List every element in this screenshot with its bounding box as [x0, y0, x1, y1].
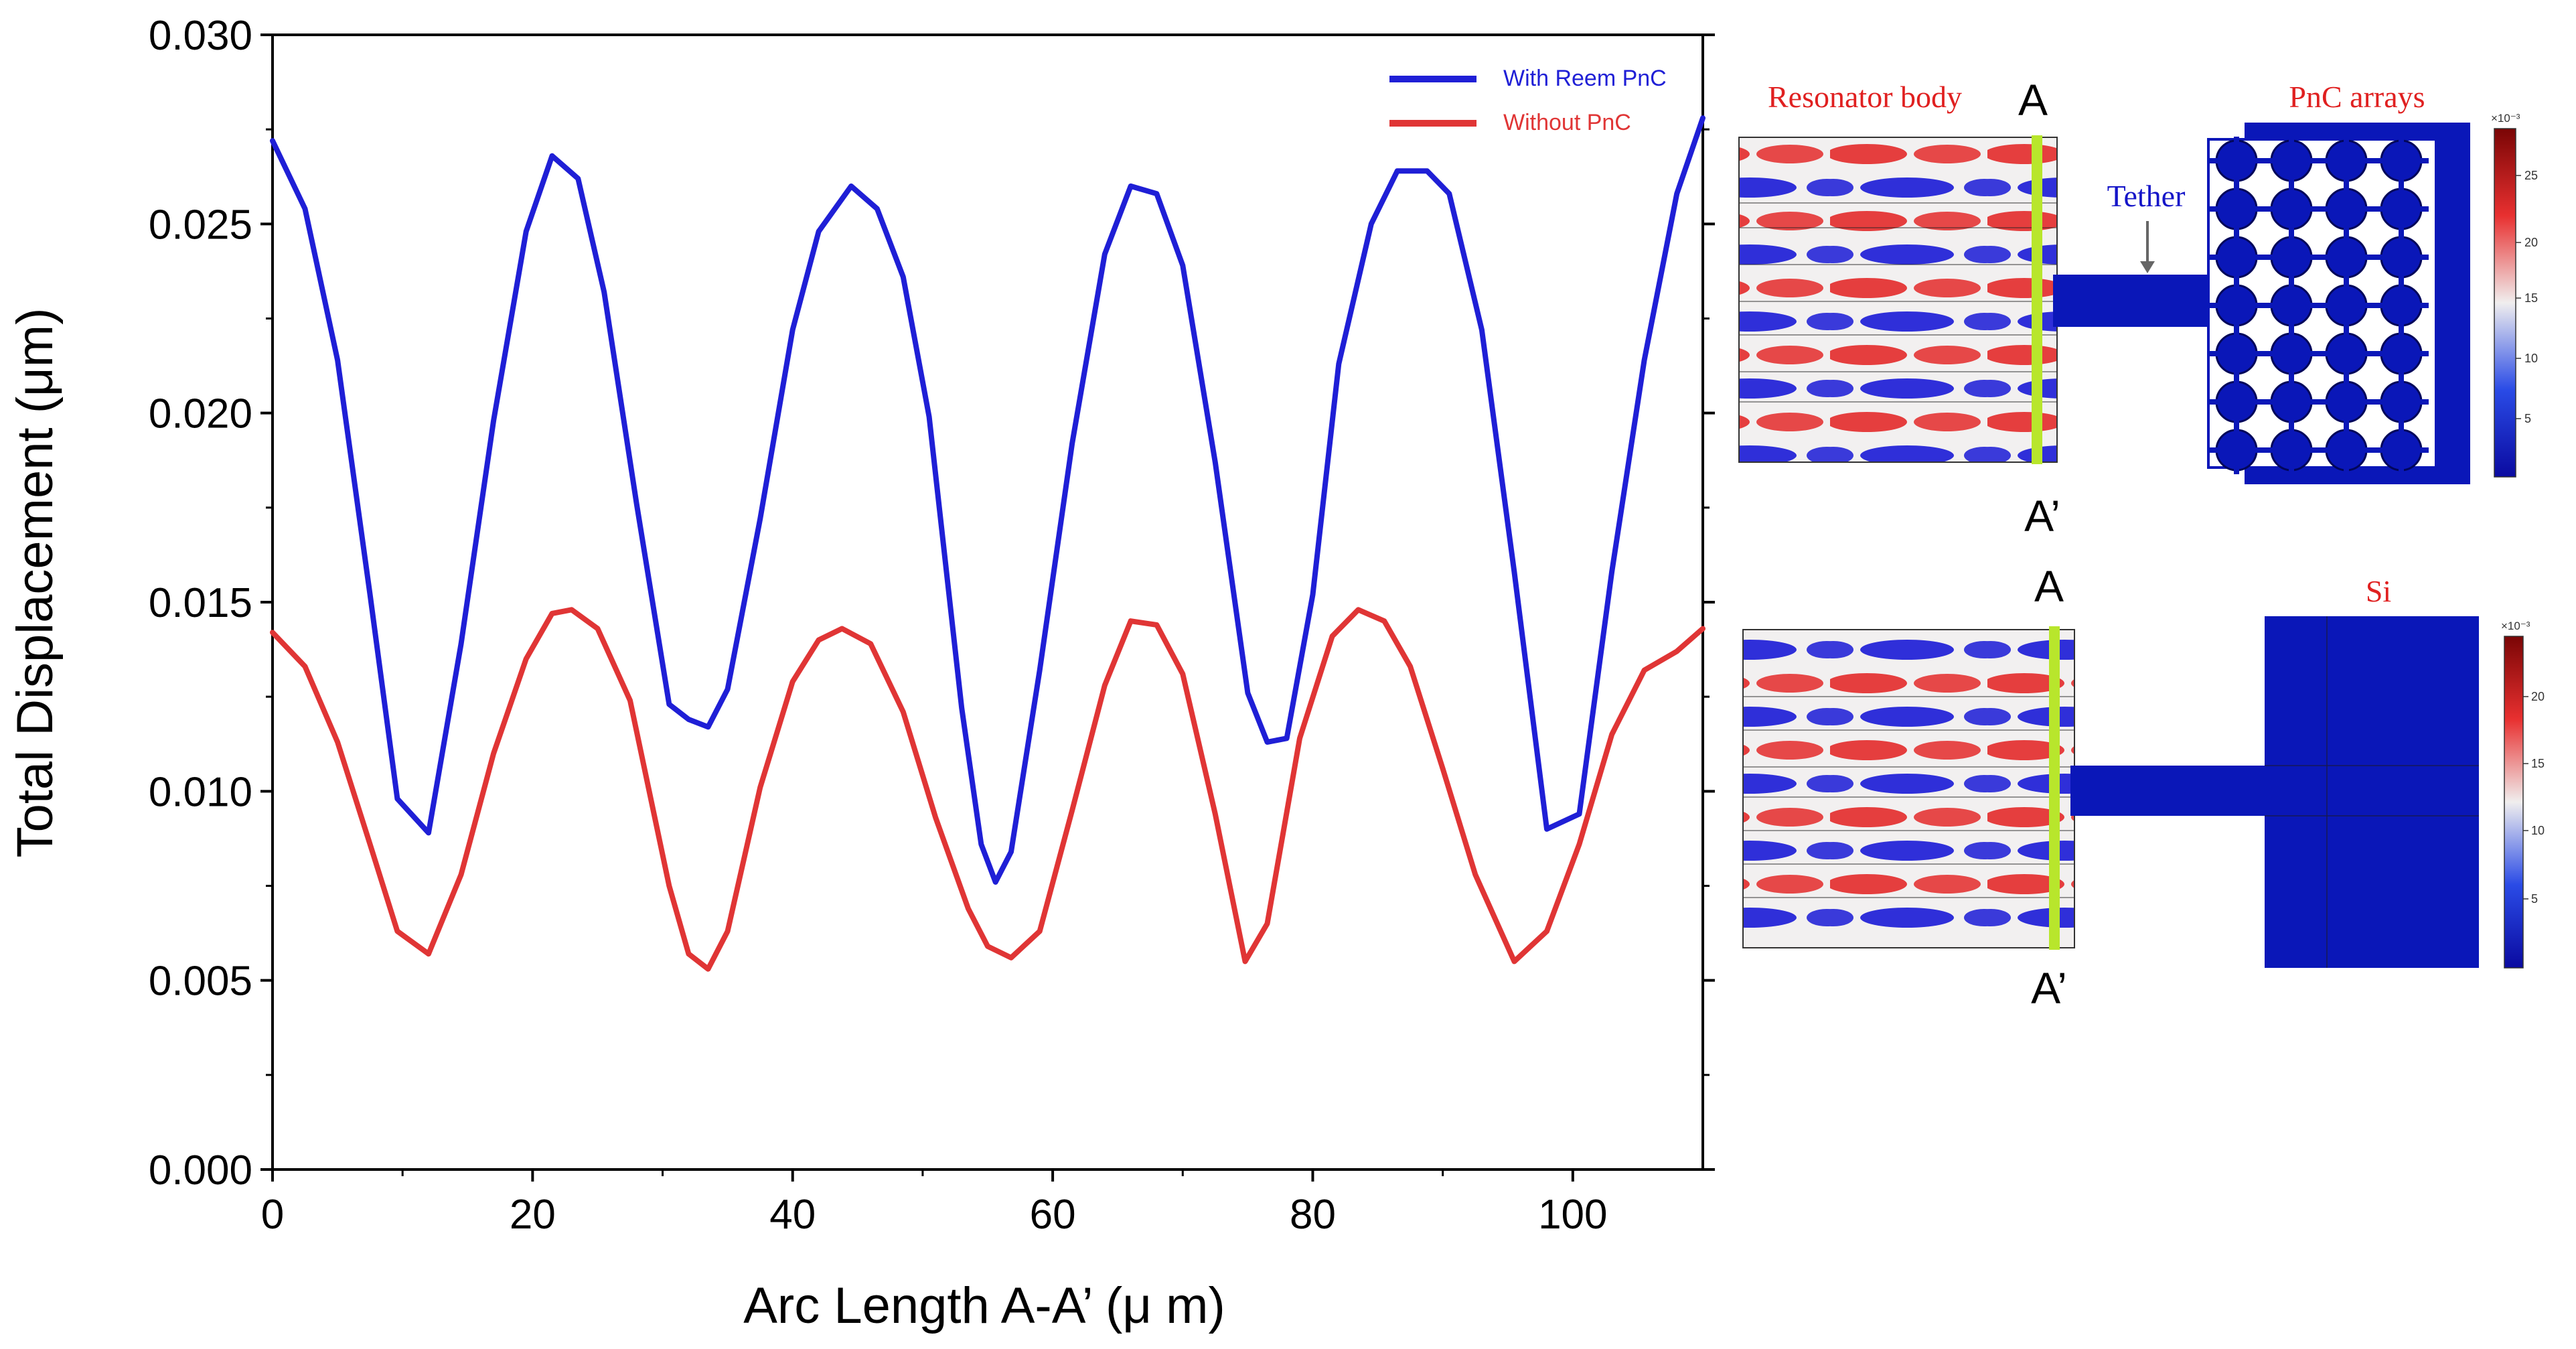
x-tick-label: 0 — [261, 1192, 284, 1238]
tick-labels: 0.000 0.005 0.010 0.015 0.020 0.025 0.030 0 20 40… — [149, 13, 1608, 1238]
pnc-array-block — [2207, 123, 2470, 484]
cut-label-a-prime-top: A’ — [2024, 491, 2060, 541]
cut-label-a-prime-bottom: A’ — [2031, 963, 2067, 1013]
pnc-link-v — [2289, 378, 2294, 426]
colorbar-bottom-tick-label: 5 — [2531, 892, 2538, 906]
pnc-arrays-label: PnC arrays — [2289, 80, 2425, 114]
colorbar-top-tick-label: 20 — [2524, 236, 2538, 249]
x-tick-label: 100 — [1538, 1192, 1607, 1238]
y-tick-label: 0.020 — [149, 391, 252, 437]
x-tick-label: 40 — [769, 1192, 816, 1238]
pnc-unit-cells — [2209, 137, 2429, 474]
pnc-link-v — [2399, 281, 2404, 330]
x-axis-label: Arc Length A-A’ (μ m) — [743, 1277, 1225, 1334]
legend-label-without-pnc: Without PnC — [1503, 110, 1631, 135]
pnc-link-v — [2234, 281, 2239, 330]
pnc-link-v — [2344, 233, 2349, 281]
pnc-link-v — [2234, 137, 2239, 185]
pnc-link-v — [2344, 137, 2349, 185]
y-tick-label: 0.015 — [149, 580, 252, 626]
x-tick-label: 20 — [510, 1192, 556, 1238]
pnc-link-v — [2289, 185, 2294, 233]
pnc-link-v — [2289, 281, 2294, 330]
pnc-link-v — [2399, 137, 2404, 185]
si-substrate — [2265, 616, 2479, 968]
pnc-link-v — [2399, 426, 2404, 474]
cut-label-a-bottom: A — [2034, 561, 2064, 611]
pnc-link-v — [2344, 330, 2349, 378]
colorbar-top-exponent: ×10⁻³ — [2491, 112, 2520, 125]
pnc-link-v — [2344, 185, 2349, 233]
inset-with-pnc: Resonator body A Tether PnC arrays — [1738, 75, 2538, 541]
y-tick-label: 0.005 — [149, 958, 252, 1005]
colorbar-top-ticks: 25 20 15 10 5 — [2516, 169, 2538, 425]
tether-bottom — [2070, 766, 2268, 816]
legend-label-with-pnc: With Reem PnC — [1503, 66, 1667, 91]
pnc-link-v — [2399, 185, 2404, 233]
y-axis-label: Total Displacement (μm) — [7, 308, 64, 858]
x-tick-label: 60 — [1030, 1192, 1076, 1238]
pnc-link-v — [2234, 233, 2239, 281]
pnc-link-v — [2234, 426, 2239, 474]
pnc-link-v — [2234, 330, 2239, 378]
pnc-link-v — [2289, 137, 2294, 185]
series-line-with-pnc — [270, 115, 1706, 885]
axis-ticks — [260, 33, 1715, 1182]
pnc-link-v — [2399, 233, 2404, 281]
pnc-link-v — [2289, 330, 2294, 378]
colorbar-top-tick-label: 10 — [2524, 352, 2538, 365]
plot-frame — [271, 33, 1704, 1171]
colorbar-top-tick-label: 25 — [2524, 169, 2538, 182]
resonator-body-top — [1739, 137, 2057, 462]
pnc-link-v — [2399, 378, 2404, 426]
colorbar-bottom-exponent: ×10⁻³ — [2501, 620, 2530, 632]
colorbar-bottom-tick-label: 10 — [2531, 824, 2545, 837]
pnc-link-v — [2399, 330, 2404, 378]
pnc-link-v — [2234, 185, 2239, 233]
y-tick-label: 0.010 — [149, 769, 252, 815]
series-line-without-pnc — [270, 607, 1706, 972]
resonator-body-bottom — [1743, 630, 2074, 948]
colorbar-top-tick-label: 5 — [2524, 412, 2531, 425]
x-tick-label: 80 — [1290, 1192, 1336, 1238]
colorbar-bottom: ×10⁻³ 20 15 10 5 — [2501, 620, 2545, 969]
series-layer — [270, 115, 1706, 972]
displacement-chart: 0.000 0.005 0.010 0.015 0.020 0.025 0.030 0 20 40… — [7, 13, 1715, 1334]
pnc-link-v — [2344, 426, 2349, 474]
legend: With Reem PnC Without PnC — [1389, 66, 1667, 135]
tether-label-top: Tether — [2107, 179, 2186, 213]
colorbar-bottom-tick-label: 20 — [2531, 690, 2545, 703]
y-tick-label: 0.030 — [149, 13, 252, 59]
colorbar-bottom-tick-label: 15 — [2531, 757, 2545, 770]
resonator-body-label: Resonator body — [1768, 80, 1962, 114]
tether-arrow-head — [2140, 261, 2155, 273]
colorbar-top: ×10⁻³ 25 20 15 10 5 — [2491, 112, 2538, 478]
pnc-link-v — [2344, 281, 2349, 330]
pnc-link-v — [2344, 378, 2349, 426]
cut-label-a-top: A — [2018, 75, 2048, 125]
y-tick-label: 0.000 — [149, 1147, 252, 1194]
si-label: Si — [2366, 574, 2391, 608]
pnc-link-v — [2289, 233, 2294, 281]
colorbar-top-tick-label: 15 — [2524, 291, 2538, 305]
y-tick-label: 0.025 — [149, 202, 252, 248]
pnc-link-v — [2289, 426, 2294, 474]
colorbar-bottom-ticks: 20 15 10 5 — [2523, 690, 2545, 906]
pnc-link-v — [2234, 378, 2239, 426]
